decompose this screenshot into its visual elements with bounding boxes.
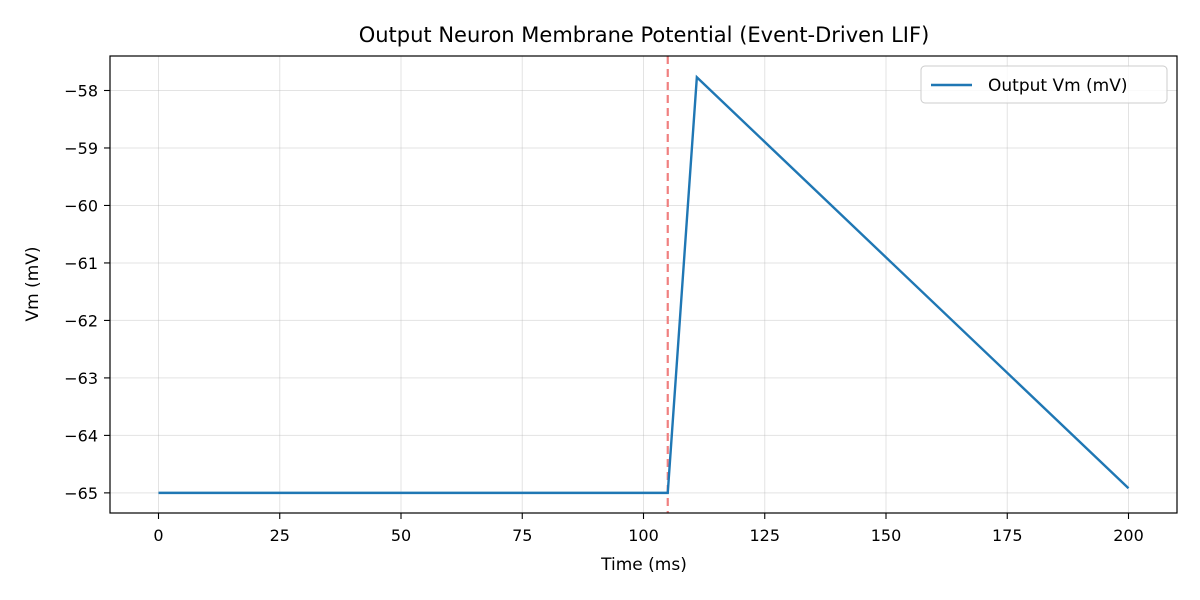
legend-box (920, 65, 1168, 104)
legend-label: Output Vm (mV) (988, 76, 1128, 96)
y-tick-label: −59 (64, 139, 98, 158)
y-tick-label: −60 (64, 196, 98, 215)
chart-title: Output Neuron Membrane Potential (Event-… (359, 23, 930, 47)
x-axis-label: Time (ms) (600, 555, 687, 575)
y-tick-label: −65 (64, 484, 98, 503)
x-axis: 0 25 50 75 100 125 150 175 200 (153, 513, 1144, 545)
series-layer (158, 74, 1130, 495)
legend: Output Vm (mV) (920, 65, 1168, 104)
x-tick-label: 125 (749, 526, 780, 545)
y-tick-label: −61 (64, 254, 98, 273)
x-tick-label: 75 (512, 526, 532, 545)
x-tick-label: 175 (992, 526, 1023, 545)
x-tick-label: 150 (871, 526, 902, 545)
x-tick-label: 0 (153, 526, 163, 545)
y-tick-label: −64 (64, 426, 98, 445)
y-axis: −58 −59 −60 −61 −62 −63 −64 −65 (64, 81, 110, 503)
x-tick-label: 25 (270, 526, 290, 545)
x-tick-label: 200 (1113, 526, 1144, 545)
y-tick-label: −63 (64, 369, 98, 388)
y-axis-label: Vm (mV) (23, 246, 43, 321)
series-line (158, 74, 1130, 495)
y-tick-label: −62 (64, 311, 98, 330)
x-tick-label: 50 (391, 526, 411, 545)
x-tick-label: 100 (628, 526, 659, 545)
y-tick-label: −58 (64, 81, 98, 100)
